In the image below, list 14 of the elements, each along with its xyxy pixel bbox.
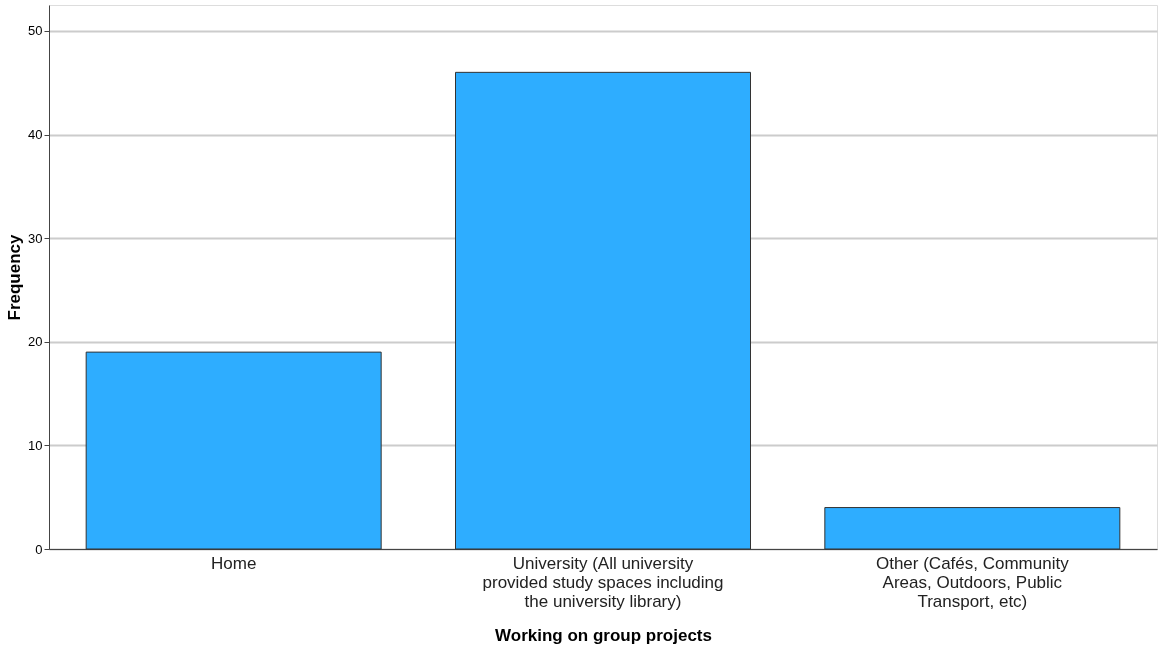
y-tick-label: 40 [28, 127, 43, 143]
bar [85, 351, 382, 550]
y-tick-label: 30 [28, 230, 43, 246]
y-tick-label: 20 [28, 334, 43, 350]
x-tick-label: Other (Cafés, Community Areas, Outdoors, Public Transport, etc) [875, 553, 1070, 611]
x-tick-label: University (All university provided study spaces including the university library) [482, 553, 724, 611]
x-tick-label: Home [210, 553, 257, 573]
y-tick-label: 10 [28, 437, 43, 453]
y-axis-title: Frequency [5, 233, 25, 321]
bar [824, 507, 1121, 550]
x-axis-title: Working on group projects [495, 625, 712, 645]
y-tick-label: 50 [28, 23, 43, 39]
y-tick-label: 0 [35, 541, 43, 557]
bar [455, 71, 751, 550]
